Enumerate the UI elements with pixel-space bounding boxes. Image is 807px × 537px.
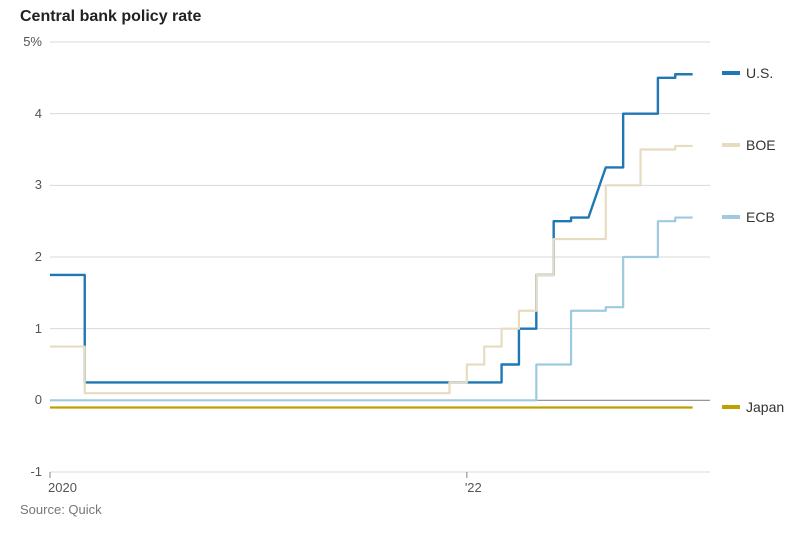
chart-svg [50, 42, 710, 472]
series-boe [50, 146, 693, 393]
x-tick-label: '22 [465, 480, 482, 495]
legend-item: U.S. [722, 65, 773, 81]
legend-label: BOE [746, 137, 776, 153]
legend-swatch [722, 215, 740, 219]
y-tick-label: 2 [8, 249, 42, 264]
legend-item: ECB [722, 209, 775, 225]
source-text: Source: Quick [20, 502, 102, 517]
legend-label: ECB [746, 209, 775, 225]
y-tick-label: -1 [8, 464, 42, 479]
legend-swatch [722, 143, 740, 147]
legend-label: Japan [746, 399, 784, 415]
y-tick-label: 0 [8, 392, 42, 407]
series-us [50, 74, 693, 382]
legend-label: U.S. [746, 65, 773, 81]
y-tick-label: 5% [8, 34, 42, 49]
x-tick-label: 2020 [48, 480, 77, 495]
legend-swatch [722, 405, 740, 409]
y-tick-label: 3 [8, 177, 42, 192]
y-tick-label: 1 [8, 321, 42, 336]
legend-swatch [722, 71, 740, 75]
plot-area: -1012345% 2020'22 [50, 42, 710, 472]
legend-item: Japan [722, 399, 784, 415]
y-tick-label: 4 [8, 106, 42, 121]
series-ecb [50, 218, 693, 401]
chart-container: Central bank policy rate -1012345% 2020'… [0, 0, 807, 537]
chart-title: Central bank policy rate [20, 8, 201, 26]
legend-item: BOE [722, 137, 776, 153]
